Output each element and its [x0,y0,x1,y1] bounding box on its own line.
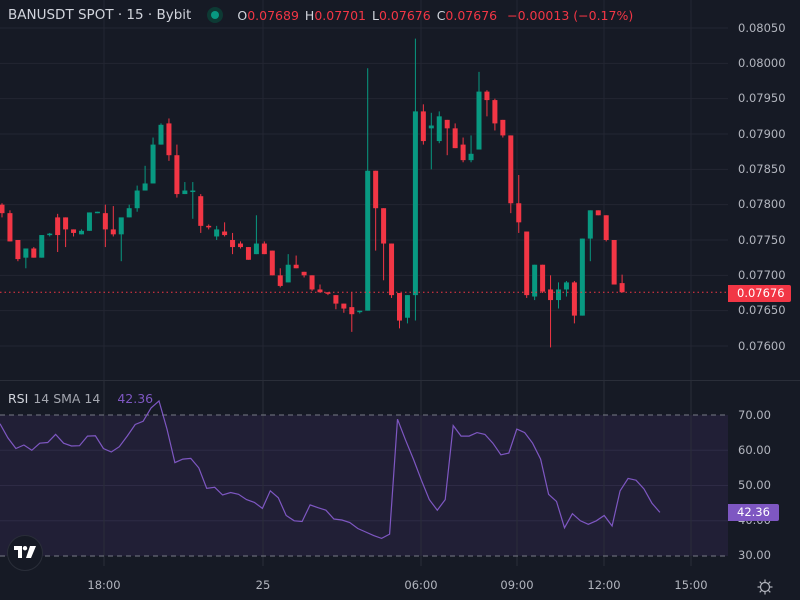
high-label: H [304,7,315,23]
market-status-icon[interactable] [207,7,224,23]
price-label: 0.07750 [738,233,786,247]
low-label: L [372,7,379,23]
close-value: 0.07676 [445,7,498,23]
time-label: 18:00 [87,578,121,592]
rsi-axis-label: 50.00 [738,478,771,492]
price-label: 0.08050 [738,21,786,35]
rsi-name: RSI [8,391,29,406]
price-pane[interactable] [0,0,728,380]
rsi-value-tag: 42.36 [728,504,779,521]
price-label: 0.08000 [738,56,786,70]
rsi-axis-label: 70.00 [738,408,771,422]
tradingview-logo-icon [14,546,36,558]
price-label: 0.07850 [738,162,786,176]
close-label: C [436,7,446,23]
rsi-pane[interactable] [0,381,728,566]
ohlc-values: O0.07689 H0.07701 L0.07676 C0.07676 −0.0… [237,8,633,23]
time-label: 12:00 [587,578,621,592]
rsi-value: 42.36 [117,391,154,406]
price-label: 0.07900 [738,127,786,141]
price-axis[interactable]: 0.08050 0.08000 0.07950 0.07900 0.07850 … [728,0,800,380]
time-label: 25 [255,578,271,592]
rsi-axis-label: 30.00 [738,548,771,562]
symbol-legend: BANUSDT SPOT · 15 · Bybit O0.07689 H0.07… [8,7,633,23]
candlestick-chart[interactable] [0,0,728,380]
symbol-title[interactable]: BANUSDT SPOT · 15 · Bybit [8,7,192,23]
time-label: 06:00 [404,578,438,592]
rsi-axis-label: 60.00 [738,443,771,457]
price-label: 0.07950 [738,91,786,105]
price-label: 0.07700 [738,268,786,282]
rsi-chart[interactable] [0,381,728,566]
time-axis[interactable]: 18:00 25 06:00 09:00 12:00 15:00 [0,566,728,600]
price-label: 0.07650 [738,303,786,317]
high-value: 0.07701 [314,7,367,23]
settings-gear-icon[interactable] [757,579,773,599]
tradingview-logo[interactable] [7,535,43,571]
time-label: 15:00 [674,578,708,592]
price-change: −0.00013 (−0.17%) [507,7,634,23]
price-label: 0.07800 [738,197,786,211]
pane-separator[interactable] [0,380,800,381]
open-value: 0.07689 [247,7,299,23]
open-label: O [237,7,248,23]
current-price-tag: 0.07676 [728,285,791,302]
time-label: 09:00 [500,578,534,592]
price-label: 0.07600 [738,339,786,353]
low-value: 0.07676 [378,7,431,23]
rsi-params: 14 SMA 14 [33,391,101,406]
rsi-axis[interactable]: 70.00 60.00 50.00 40.00 30.00 [728,381,800,566]
rsi-legend[interactable]: RSI 14 SMA 14 42.36 [8,391,153,406]
